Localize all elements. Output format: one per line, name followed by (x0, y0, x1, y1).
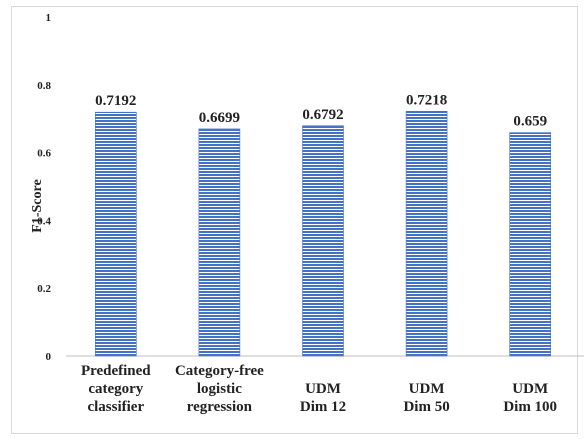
y-tick-label: 0.8 (37, 80, 51, 92)
category-label: UDM (512, 381, 548, 397)
data-label: 0.6699 (199, 110, 240, 126)
category-label: Predefined (81, 363, 151, 379)
data-labels-group: 0.7192 0.6699 0.6792 0.7218 0.659 (95, 92, 547, 129)
y-tick-label: 1 (46, 12, 52, 24)
category-labels-group: Predefined category classifier Category-fre… (81, 363, 557, 415)
category-label: Category-free (175, 363, 264, 379)
category-label: UDM (409, 381, 445, 397)
bar (302, 125, 344, 357)
y-tick-label: 0.6 (37, 148, 51, 160)
data-label: 0.7192 (95, 93, 136, 109)
category-label: regression (187, 399, 253, 415)
category-label: classifier (87, 399, 144, 415)
y-axis-title: F1-Score (30, 179, 45, 232)
y-tick-label: 0 (46, 351, 52, 363)
data-label: 0.7218 (406, 92, 447, 108)
bar (198, 128, 241, 357)
bar (95, 111, 137, 357)
data-label: 0.659 (513, 114, 547, 130)
y-tick-label: 0.2 (37, 283, 51, 295)
category-label: Dim 100 (503, 399, 557, 415)
category-label: category (88, 381, 143, 397)
category-label: logistic (197, 381, 242, 397)
bar (405, 111, 448, 357)
category-label: UDM (305, 381, 341, 397)
category-label: Dim 50 (403, 399, 449, 415)
y-tick-label: 0.4 (37, 215, 51, 227)
bar (509, 132, 552, 357)
category-label: Dim 12 (300, 399, 346, 415)
bars-group (95, 111, 552, 357)
y-axis: 0 0.2 0.4 0.6 0.8 1 (37, 12, 51, 363)
data-label: 0.6792 (302, 107, 343, 123)
